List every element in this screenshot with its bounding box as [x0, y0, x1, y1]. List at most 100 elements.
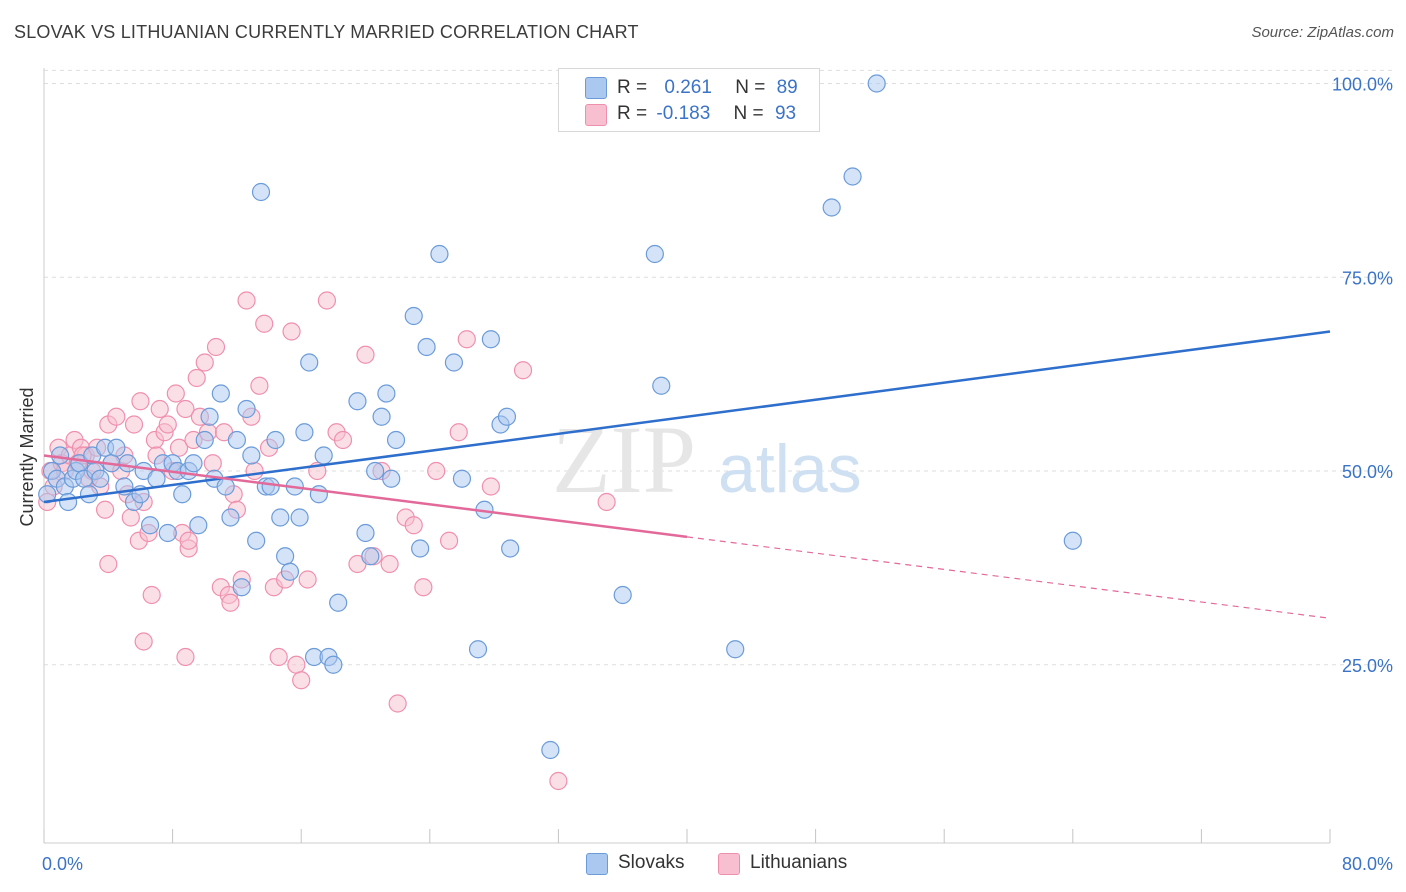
- lithuanians-point: [287, 655, 306, 674]
- slovaks-point: [261, 477, 280, 496]
- lithuanians-point: [333, 430, 353, 450]
- lithuanians-n-value: 93: [774, 103, 797, 124]
- slovaks-point: [189, 516, 208, 535]
- slovaks-point: [200, 407, 219, 426]
- slovaks-point: [324, 655, 343, 674]
- slovaks-point: [50, 446, 70, 465]
- slovaks-point: [386, 430, 406, 450]
- lithuanians-point: [414, 578, 433, 597]
- slovaks-trend-line: [43, 330, 1331, 504]
- slovaks-point: [300, 353, 319, 372]
- slovaks-point: [411, 539, 430, 558]
- slovaks-point: [382, 469, 401, 488]
- trend-lines: [43, 330, 1331, 619]
- slovaks-point: [295, 423, 314, 442]
- x-tick-label: 80.0%: [1342, 854, 1393, 874]
- lithuanians-point: [150, 399, 169, 419]
- watermark: ZIP atlas: [552, 406, 862, 513]
- lithuanians-point: [206, 337, 226, 357]
- y-tick-label: 25.0%: [1342, 656, 1393, 676]
- source-label: Source: ZipAtlas.com: [1251, 24, 1394, 41]
- slovaks-point: [290, 508, 309, 527]
- slovaks-point: [251, 182, 271, 202]
- lithuanians-point: [292, 671, 311, 690]
- watermark-zip: ZIP: [552, 406, 696, 513]
- slovaks-point: [372, 407, 391, 426]
- lithuanians-point: [158, 415, 177, 434]
- lithuanians-r-value: -0.183: [656, 103, 711, 124]
- lithuanians-point: [439, 531, 459, 550]
- slovaks-point: [211, 384, 230, 403]
- y-tick-label: 75.0%: [1342, 268, 1393, 288]
- slovaks-r-label: R =: [617, 77, 648, 98]
- slovaks-point: [452, 469, 472, 488]
- slovaks-point: [221, 508, 240, 527]
- lithuanians-point: [388, 694, 407, 713]
- slovaks-point: [444, 353, 464, 372]
- lithuanians-point: [481, 477, 500, 496]
- y-axis-label: Currently Married: [17, 387, 37, 526]
- slovaks-point: [356, 523, 375, 543]
- slovaks-point: [107, 438, 126, 457]
- lithuanians-point: [176, 647, 195, 667]
- lithuanians-point: [131, 392, 150, 411]
- slovaks-point: [481, 330, 500, 349]
- slovaks-point: [227, 430, 246, 450]
- lithuanians-n-label: N =: [733, 103, 764, 124]
- slovaks-point: [501, 539, 520, 558]
- slovaks-r-value: 0.261: [664, 77, 712, 98]
- slovaks-point: [158, 523, 177, 543]
- slovaks-point: [417, 337, 436, 357]
- lithuanians-point: [176, 399, 195, 419]
- slovaks-point: [184, 454, 203, 473]
- slovaks-point: [645, 244, 664, 264]
- slovaks-swatch: [585, 77, 607, 99]
- lithuanians-point: [203, 454, 222, 473]
- lithuanians-point: [99, 554, 118, 574]
- lithuanians-point: [356, 345, 375, 364]
- chart-title: SLOVAK VS LITHUANIAN CURRENTLY MARRIED C…: [14, 22, 639, 42]
- slovaks-point: [266, 430, 285, 450]
- lithuanians-stats: R = -0.183 N = 93: [617, 103, 796, 127]
- lithuanians-point: [298, 570, 317, 589]
- lithuanians-point: [269, 647, 288, 667]
- slovaks-point: [59, 492, 78, 512]
- slovaks-point: [140, 516, 160, 535]
- lithuanians-point: [179, 531, 198, 550]
- watermark-atlas: atlas: [718, 431, 862, 507]
- lithuanians-point: [457, 330, 476, 349]
- slovaks-point: [237, 399, 256, 419]
- slovaks-point: [867, 74, 886, 93]
- slovaks-point: [271, 508, 290, 527]
- tick-labels: 25.0% 50.0% 75.0% 100.0% 0.0% 80.0%: [42, 75, 1393, 875]
- slovaks-stats: R = 0.261 N = 89: [617, 77, 798, 101]
- lithuanians-point: [449, 423, 468, 442]
- lithuanians-point: [597, 492, 616, 512]
- slovaks-n-value: 89: [776, 77, 798, 98]
- lithuanians-point: [95, 500, 115, 519]
- x-tick-label: 0.0%: [42, 854, 83, 874]
- lithuanians-trend-line: [43, 454, 688, 539]
- lithuanians-point: [250, 376, 269, 395]
- slovaks-point: [613, 585, 632, 605]
- slovaks-point: [361, 547, 380, 566]
- slovaks-point: [541, 740, 560, 760]
- slovaks-point: [726, 640, 745, 659]
- lithuanians-point: [404, 516, 423, 535]
- slovaks-n-label: N =: [735, 77, 766, 98]
- slovaks-point: [822, 198, 841, 217]
- slovaks-point: [404, 306, 423, 326]
- stats-legend: R = 0.261 N = 89 R = -0.183 N = 93: [558, 68, 820, 132]
- lithuanians-trend-extension: [686, 536, 1331, 619]
- slovaks-point: [843, 167, 862, 186]
- lithuanians-point: [221, 593, 240, 612]
- y-tick-label: 100.0%: [1332, 75, 1393, 95]
- lithuanians-point: [142, 585, 161, 605]
- slovaks-point: [348, 392, 367, 411]
- y-tick-label: 50.0%: [1342, 462, 1393, 482]
- lithuanians-point: [513, 361, 533, 380]
- lithuanians-point: [124, 415, 144, 434]
- lithuanians-point: [237, 291, 256, 310]
- legend-slovaks-swatch: [586, 853, 608, 875]
- lithuanians-point: [134, 632, 153, 651]
